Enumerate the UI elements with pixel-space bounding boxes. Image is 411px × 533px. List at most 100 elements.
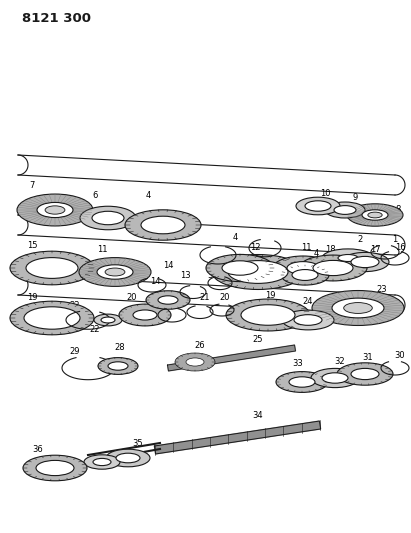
Ellipse shape — [273, 256, 333, 280]
Text: 15: 15 — [27, 240, 37, 249]
Ellipse shape — [10, 251, 94, 285]
Ellipse shape — [23, 455, 87, 481]
Text: 23: 23 — [377, 286, 387, 295]
Ellipse shape — [175, 353, 215, 371]
Text: 8121 300: 8121 300 — [22, 12, 91, 25]
Ellipse shape — [106, 449, 150, 467]
Ellipse shape — [97, 265, 133, 279]
Ellipse shape — [351, 368, 379, 379]
Ellipse shape — [79, 257, 151, 286]
Ellipse shape — [26, 257, 78, 278]
Text: 30: 30 — [395, 351, 405, 359]
Text: 7: 7 — [29, 181, 35, 190]
Ellipse shape — [292, 270, 318, 280]
Ellipse shape — [36, 461, 74, 475]
Text: 3: 3 — [207, 271, 212, 279]
Text: 34: 34 — [253, 410, 263, 419]
Ellipse shape — [305, 201, 331, 211]
Ellipse shape — [325, 202, 365, 218]
Ellipse shape — [322, 261, 348, 271]
Polygon shape — [155, 421, 321, 454]
Ellipse shape — [289, 377, 315, 387]
Text: 13: 13 — [180, 271, 190, 279]
Text: 32: 32 — [335, 358, 345, 367]
Text: 4: 4 — [232, 232, 238, 241]
Ellipse shape — [108, 362, 128, 370]
Polygon shape — [168, 345, 296, 371]
Ellipse shape — [101, 317, 115, 323]
Ellipse shape — [299, 255, 367, 281]
Ellipse shape — [226, 299, 310, 331]
Text: 26: 26 — [195, 341, 206, 350]
Text: 20: 20 — [127, 293, 137, 302]
Ellipse shape — [133, 310, 157, 320]
Ellipse shape — [206, 254, 274, 281]
Text: 16: 16 — [395, 243, 405, 252]
Ellipse shape — [93, 458, 111, 466]
Ellipse shape — [241, 305, 295, 325]
Ellipse shape — [94, 314, 122, 326]
Text: 28: 28 — [115, 343, 125, 352]
Text: 10: 10 — [320, 190, 330, 198]
Ellipse shape — [311, 368, 359, 387]
Text: 33: 33 — [293, 359, 303, 367]
Text: 19: 19 — [27, 294, 37, 303]
Ellipse shape — [45, 206, 65, 214]
Text: 22: 22 — [90, 326, 100, 335]
Ellipse shape — [228, 261, 288, 284]
Text: 13: 13 — [223, 268, 233, 277]
Text: 29: 29 — [70, 348, 80, 357]
Text: 4: 4 — [145, 190, 150, 199]
Ellipse shape — [282, 310, 334, 330]
Text: 2: 2 — [358, 236, 363, 245]
Text: 35: 35 — [133, 439, 143, 448]
Ellipse shape — [212, 255, 304, 289]
Ellipse shape — [84, 455, 120, 469]
Text: 1: 1 — [393, 236, 397, 245]
Ellipse shape — [141, 216, 185, 234]
Ellipse shape — [347, 204, 403, 226]
Ellipse shape — [37, 203, 73, 217]
Ellipse shape — [313, 261, 353, 276]
Ellipse shape — [344, 303, 372, 313]
Ellipse shape — [80, 206, 136, 230]
Ellipse shape — [368, 212, 382, 218]
Ellipse shape — [158, 296, 178, 304]
Ellipse shape — [276, 372, 328, 392]
Text: 14: 14 — [150, 278, 160, 287]
Ellipse shape — [338, 254, 358, 262]
Ellipse shape — [296, 197, 340, 215]
Ellipse shape — [337, 363, 393, 385]
Ellipse shape — [17, 194, 93, 226]
Ellipse shape — [287, 262, 319, 274]
Ellipse shape — [322, 249, 374, 267]
Ellipse shape — [119, 304, 171, 326]
Ellipse shape — [125, 210, 201, 240]
Ellipse shape — [341, 253, 389, 272]
Text: 6: 6 — [92, 190, 98, 199]
Text: 31: 31 — [363, 352, 373, 361]
Ellipse shape — [362, 210, 388, 220]
Ellipse shape — [222, 261, 258, 275]
Ellipse shape — [186, 358, 204, 366]
Ellipse shape — [281, 265, 329, 285]
Text: 8: 8 — [395, 206, 401, 214]
Ellipse shape — [313, 257, 357, 275]
Text: 21: 21 — [200, 294, 210, 303]
Text: 36: 36 — [32, 446, 44, 455]
Text: 12: 12 — [250, 244, 260, 253]
Text: 20: 20 — [163, 295, 173, 304]
Text: 24: 24 — [303, 297, 313, 306]
Ellipse shape — [351, 256, 379, 268]
Ellipse shape — [312, 290, 404, 326]
Text: 20: 20 — [220, 294, 230, 303]
Ellipse shape — [98, 358, 138, 374]
Ellipse shape — [24, 307, 80, 329]
Ellipse shape — [10, 301, 94, 335]
Text: 18: 18 — [325, 246, 335, 254]
Text: 11: 11 — [301, 244, 311, 253]
Ellipse shape — [92, 211, 124, 225]
Text: 11: 11 — [97, 246, 107, 254]
Ellipse shape — [105, 268, 125, 276]
Ellipse shape — [322, 373, 348, 383]
